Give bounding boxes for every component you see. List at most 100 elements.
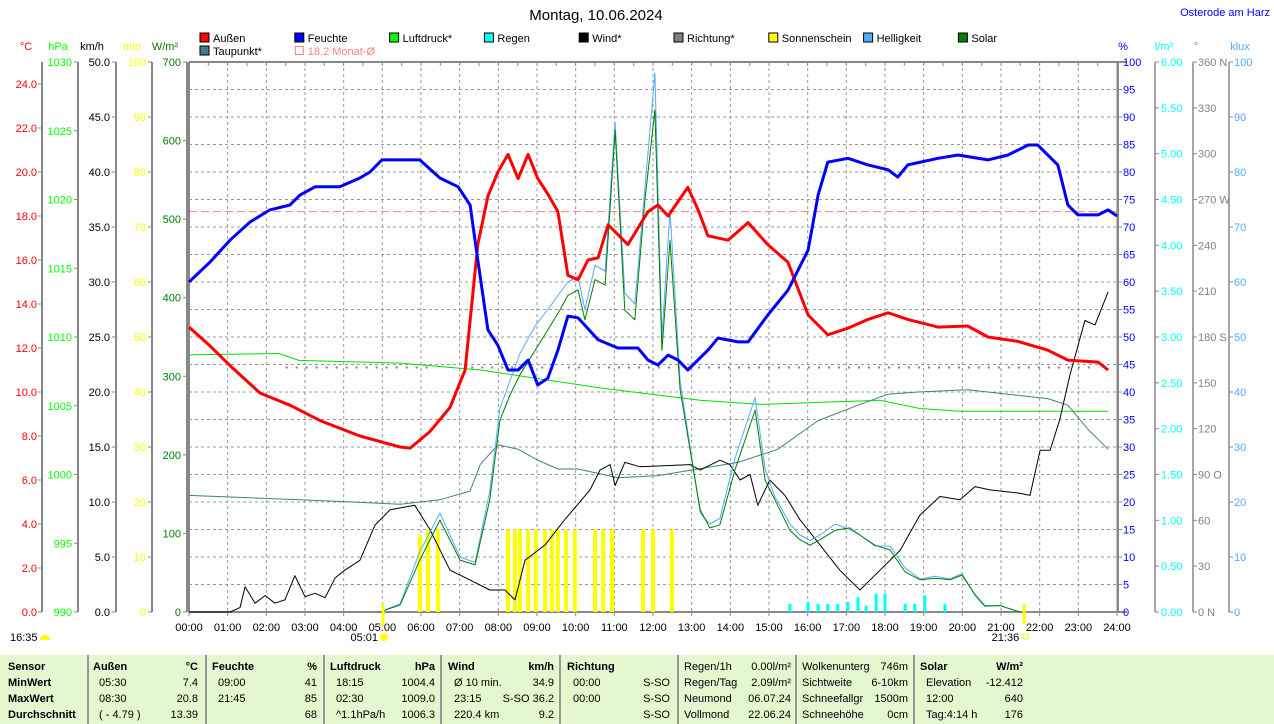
legend-label-feuchte: Feuchte	[308, 33, 348, 45]
axis-unit-min: min	[123, 41, 141, 53]
table-value-extra-: 22.06.24	[748, 709, 791, 721]
legend-swatch-helligkeit	[863, 32, 874, 43]
axis-tick-label-percent: 10	[1123, 552, 1135, 564]
axis-tick-label-C: 24.0	[16, 79, 37, 91]
series-line-luftdruck	[188, 353, 1109, 412]
rain-bar	[826, 603, 830, 612]
x-axis-tick-label: 06:00	[407, 622, 435, 634]
table-value-richtung: S-SO	[643, 709, 670, 721]
sunshine-bar	[436, 529, 441, 612]
x-axis-tick-label: 11:00	[601, 622, 628, 634]
axis-tick-label-klux: 40	[1234, 387, 1246, 399]
axis-tick-label-hPa: 1000	[48, 470, 72, 482]
axis-tick-label-C: 4.0	[22, 519, 37, 531]
table-cell-wind: Ø 10 min.	[454, 677, 502, 689]
table-header-sensor: Sensor	[8, 661, 46, 673]
axis-tick-label-rain: 6.00	[1161, 57, 1182, 69]
axis-tick-label-direction: 270 W	[1198, 195, 1230, 207]
axis-tick-label-rain: 2.00	[1161, 424, 1182, 436]
axis-tick-label-direction: 300	[1198, 149, 1216, 161]
table-value-au-en: 20.8	[177, 693, 198, 705]
axis-tick-label-direction: 30	[1198, 561, 1210, 573]
axis-tick-label-kmh: 50.0	[89, 57, 110, 69]
table-header-luftdruck: Luftdruck	[330, 661, 382, 673]
axis-tick-label-min: 20	[134, 497, 146, 509]
sunshine-icon	[40, 635, 50, 640]
axis-tick-label-klux: 10	[1234, 552, 1246, 564]
table-header-wind: Wind	[448, 661, 475, 673]
table-value-extra-: 6-10km	[871, 677, 908, 689]
table-value-extra-: 0.00l/m²	[751, 661, 791, 673]
rain-bar	[806, 601, 810, 612]
axis-tick-label-hPa: 1020	[48, 195, 72, 207]
table-unit-luftdruck: hPa	[415, 661, 436, 673]
legend-label-taupunkt: Taupunkt*	[213, 46, 263, 58]
sunshine-bar	[593, 529, 597, 612]
sunrise-icon	[379, 633, 388, 641]
axis-tick-label-percent: 25	[1123, 470, 1135, 482]
axis-tick-label-min: 10	[134, 552, 146, 564]
sunrise-label: 05:01	[350, 632, 378, 644]
x-axis-tick-label: 18:00	[871, 622, 899, 634]
table-cell-extra-: Schneehöhe	[802, 709, 864, 721]
table-cell-luftdruck: ^1.1hPa/h	[336, 709, 385, 721]
x-axis-tick-label: 23:00	[1065, 622, 1093, 634]
sunset-icon	[1022, 633, 1029, 640]
sunshine-duration-label: 16:35	[10, 632, 38, 644]
rain-bar	[883, 593, 887, 612]
axis-tick-label-percent: 35	[1123, 415, 1135, 427]
plot-area	[187, 72, 1118, 613]
legend-swatch-taupunkt	[199, 45, 210, 56]
sunshine-bar	[506, 529, 510, 612]
table-value-extra-: 2.09l/m²	[751, 677, 791, 689]
axis-tick-label-hPa: 1005	[48, 401, 72, 413]
sunshine-bar	[550, 529, 555, 612]
axis-tick-label-min: 60	[134, 277, 146, 289]
axis-tick-label-Wm: 500	[163, 214, 181, 226]
axis-tick-label-klux: 90	[1234, 112, 1246, 124]
table-cell-luftdruck: 02:30	[336, 693, 364, 705]
table-value-wind: 34.9	[533, 677, 554, 689]
axis-tick-label-rain: 3.50	[1161, 286, 1182, 298]
axis-unit-rain: l/m²	[1155, 41, 1174, 53]
x-axis-tick-label: 09:00	[523, 622, 551, 634]
legend-swatch-luftdruck	[389, 32, 400, 43]
axis-tick-label-percent: 60	[1123, 277, 1135, 289]
axis-tick-label-kmh: 20.0	[89, 387, 110, 399]
axis-unit-klux: klux	[1230, 41, 1250, 53]
axis-tick-label-percent: 20	[1123, 497, 1135, 509]
axis-tick-label-rain: 5.00	[1161, 149, 1182, 161]
axis-unit-percent: %	[1118, 41, 1128, 53]
legend-swatch-richtung	[673, 32, 684, 43]
legend-swatch-wind	[578, 32, 589, 43]
table-cell-wind: 23:15	[454, 693, 482, 705]
axis-tick-label-kmh: 25.0	[89, 332, 110, 344]
axis-tick-label-percent: 85	[1123, 140, 1135, 152]
x-axis-tick-label: 04:00	[330, 622, 358, 634]
x-axis-tick-label: 05:00	[369, 622, 397, 634]
axis-tick-label-kmh: 40.0	[89, 167, 110, 179]
sunshine-bar	[517, 529, 522, 612]
legend-swatch-solar	[957, 32, 968, 43]
sun-info: 16:35 05:01 21:36	[10, 604, 1029, 644]
axis-tick-label-direction: 60	[1198, 515, 1210, 527]
table-value-au-en: 13.39	[170, 709, 198, 721]
table-value-richtung: S-SO	[643, 677, 670, 689]
table-unit-solar: W/m²	[996, 661, 1023, 673]
sunshine-bar	[555, 529, 560, 612]
axis-tick-label-min: 100	[128, 57, 146, 69]
axis-tick-label-min: 50	[134, 332, 146, 344]
axis-tick-label-direction: 180 S	[1198, 332, 1227, 344]
rain-bar	[846, 601, 850, 612]
axis-tick-label-percent: 75	[1123, 195, 1135, 207]
table-value-solar: 176	[1005, 709, 1023, 721]
table-cell-au-en: 05:30	[99, 677, 127, 689]
axis-tick-label-Wm: 0	[175, 607, 181, 619]
axis-tick-label-C: 12.0	[16, 343, 37, 355]
axis-tick-label-rain: 4.00	[1161, 240, 1182, 252]
legend-label-luftdruck: Luftdruck*	[403, 33, 453, 45]
series-line-wind	[189, 291, 1109, 613]
axis-tick-label-percent: 90	[1123, 112, 1135, 124]
axis-tick-label-Wm: 400	[163, 293, 181, 305]
axis-tick-label-Wm: 200	[163, 450, 181, 462]
